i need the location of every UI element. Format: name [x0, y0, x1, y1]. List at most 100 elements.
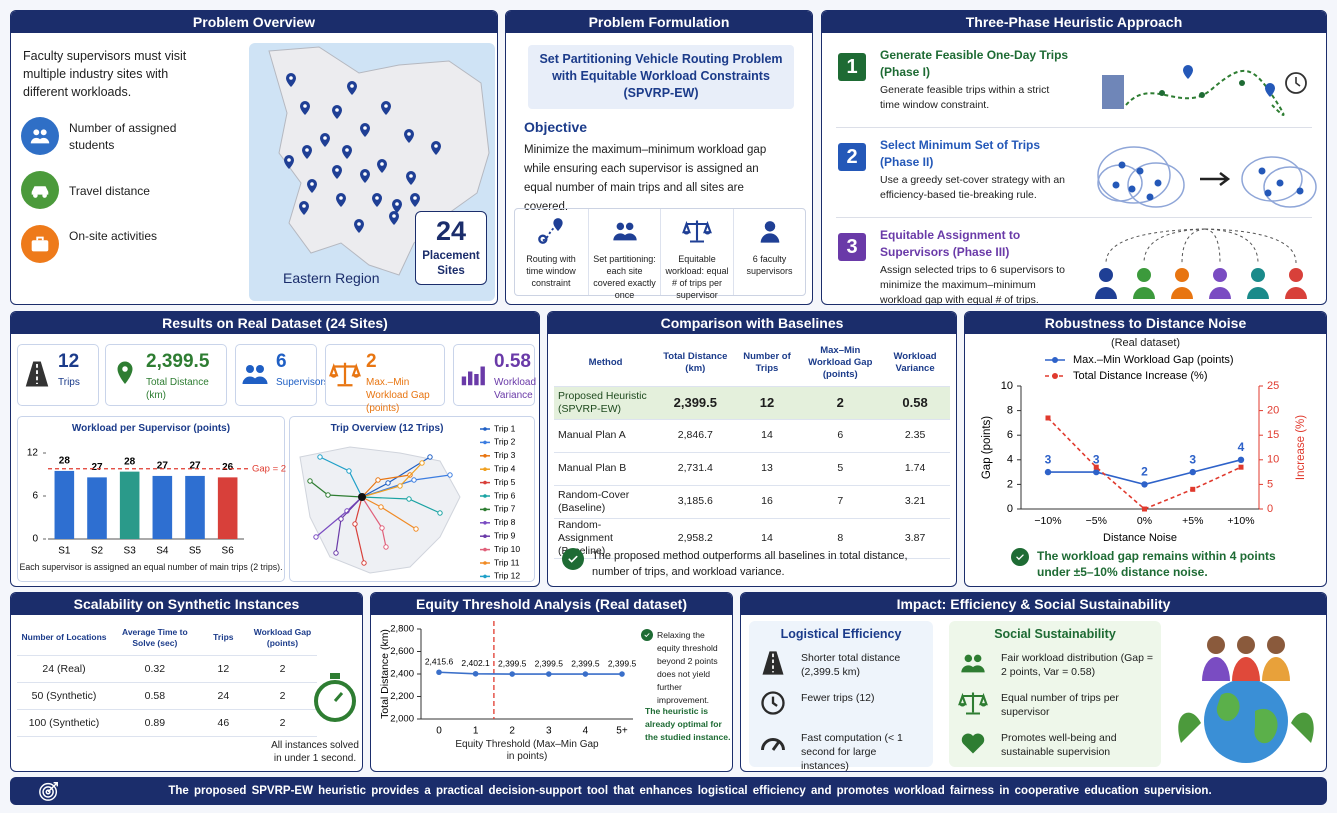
supervisor-head	[1137, 268, 1151, 282]
glyph	[538, 234, 548, 244]
site-pin-dot	[363, 126, 367, 130]
icon	[761, 691, 785, 715]
table-cell: 2.35	[880, 419, 950, 453]
glyph	[30, 129, 50, 144]
pin	[1265, 83, 1275, 97]
glyph	[480, 366, 485, 386]
line-chart: 0 2 4 6 8 10 0 5 10 15 20 25 −10% −5% 0% +5% +10% Distanc…	[981, 354, 1307, 544]
site-dot	[1264, 189, 1272, 197]
x-tick-label: +10%	[1227, 515, 1254, 527]
site-pin-dot	[380, 162, 384, 166]
site-pin	[377, 159, 387, 173]
site-pin-dot	[392, 214, 396, 218]
icon	[612, 222, 637, 241]
impact-item: Fair workload distribution (Gap = 2 poin…	[1001, 652, 1154, 678]
bar-label: 27	[91, 462, 103, 473]
table-cell: 2,846.7	[657, 419, 734, 453]
glyph	[682, 220, 712, 243]
glyph	[764, 221, 775, 232]
column-header: Method	[554, 340, 658, 387]
glyph	[474, 374, 479, 386]
kpi-value: 6	[276, 351, 287, 372]
table-cell: 7	[800, 485, 881, 519]
glyph	[40, 129, 47, 136]
legend-label: Trip 5	[494, 477, 516, 487]
trip-node	[1239, 80, 1245, 86]
glyph	[117, 361, 133, 384]
trip-site	[413, 526, 419, 532]
site-pin-dot	[395, 202, 399, 206]
panel: Scalability on Synthetic Instances Number…	[10, 592, 363, 772]
trip-node	[1199, 92, 1205, 98]
bar-chart: 0 6 12 28 S1 27 S2 28 S3 27 S4 27 S5 26 S6 Gap = 2	[27, 448, 286, 557]
site-dot	[1154, 179, 1162, 187]
panel: Problem Formulation Set Partitioning Vehi…	[505, 10, 813, 305]
stopwatch	[314, 673, 356, 722]
glyph	[47, 782, 58, 793]
supervisor-head	[1289, 268, 1303, 282]
glyph	[644, 633, 650, 638]
panel: Results on Real Dataset (24 Sites) 12 Trip…	[10, 311, 540, 587]
site-pin-dot	[434, 144, 438, 148]
x-tick-label: S6	[222, 546, 235, 557]
glyph	[961, 665, 985, 673]
assign-arc	[1204, 228, 1297, 264]
trip-site	[361, 560, 367, 566]
glyph	[568, 555, 578, 563]
region-label: Eastern Region	[283, 270, 380, 286]
glyph	[42, 786, 54, 798]
constraint-cell: Routing with time window constraint	[515, 209, 587, 295]
trip-site	[447, 472, 453, 478]
reference-label: Gap = 2	[252, 463, 286, 474]
legend-label: Trip 12	[494, 571, 520, 581]
table-cell: 3.21	[880, 485, 950, 519]
glyph	[958, 692, 988, 715]
table-row: Random-Assignment (Baseline) 2,958.2 14 8 3.…	[554, 518, 950, 559]
table-cell: 14	[733, 518, 801, 559]
icon	[538, 218, 563, 244]
trip-site	[437, 510, 443, 516]
glyph	[1016, 554, 1024, 561]
set-circle	[1127, 162, 1185, 208]
site-dot	[1112, 181, 1120, 189]
stopwatch-top	[330, 673, 340, 679]
glyph	[761, 691, 785, 715]
column-header: Workload Gap (points)	[247, 621, 317, 656]
kpi-card: 6 Supervisors	[235, 344, 329, 406]
phase-number: 3	[846, 236, 858, 258]
kpi-label: Supervisors	[276, 377, 329, 388]
social-box: Social Sustainability Fair workload distr…	[949, 621, 1161, 767]
header-row: Method Total Distance (km) Number of Trips…	[554, 340, 950, 387]
icon	[21, 225, 59, 263]
glyph	[761, 738, 785, 751]
separator	[836, 217, 1312, 218]
legend-label: Max.–Min Workload Gap (points)	[1073, 354, 1234, 366]
legend-dot	[483, 467, 487, 471]
table-row: 24 (Real) 0.32 12 2	[17, 655, 317, 683]
box-title: Logistical Efficiency	[780, 627, 902, 641]
supervisor-body	[1095, 287, 1117, 299]
footer-text: The proposed SPVRP-EW heuristic provides…	[168, 785, 1212, 797]
site-pin	[307, 179, 317, 193]
glyph	[31, 186, 49, 195]
phase-title: Select Minimum Set of Trips (Phase II)	[880, 138, 1041, 169]
table-cell: 6	[800, 419, 881, 453]
glyph	[683, 232, 711, 235]
y-tick-label: 8	[1007, 405, 1013, 417]
x-tick-label: −10%	[1034, 515, 1061, 527]
table-cell: 0.89	[111, 709, 199, 737]
icon	[461, 366, 485, 386]
column-header: Workload Variance	[880, 340, 950, 387]
y2-tick-label: 0	[1267, 503, 1273, 515]
site-pin-dot	[287, 158, 291, 162]
chart-title: Workload per Supervisor (points)	[71, 423, 231, 434]
series-marker	[1189, 468, 1196, 476]
panel-title: Scalability on Synthetic Instances	[11, 593, 362, 615]
icon	[21, 117, 59, 155]
series-marker	[1141, 481, 1148, 488]
bar-label: 27	[157, 461, 169, 472]
series-line	[438, 671, 622, 675]
glyph	[682, 220, 712, 243]
table-cell: 12	[733, 386, 801, 420]
legend-dot	[483, 561, 487, 565]
